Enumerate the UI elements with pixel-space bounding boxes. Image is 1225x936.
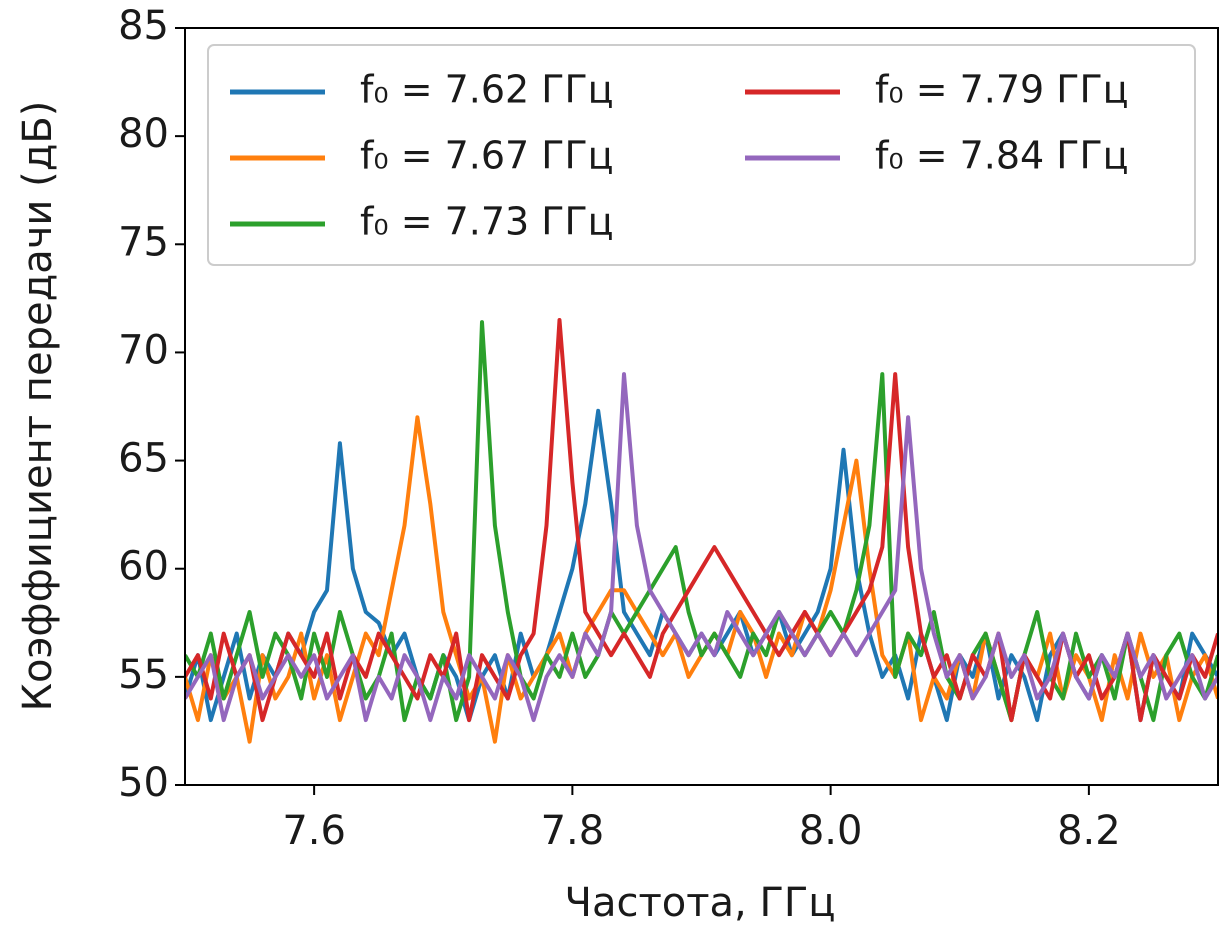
- legend-label: f₀ = 7.73 ГГц: [360, 200, 614, 244]
- y-tick-label: 85: [118, 3, 169, 49]
- legend-label: f₀ = 7.84 ГГц: [875, 134, 1129, 178]
- x-tick-label: 7.6: [282, 808, 346, 854]
- x-tick-label: 8.2: [1057, 808, 1121, 854]
- x-tick-label: 8.0: [799, 808, 863, 854]
- y-tick-label: 55: [118, 652, 169, 698]
- x-axis-label: Частота, ГГц: [565, 880, 836, 926]
- plot-area: [185, 318, 1218, 744]
- legend-label: f₀ = 7.62 ГГц: [360, 68, 614, 112]
- y-tick-label: 50: [118, 760, 169, 806]
- y-tick-label: 75: [118, 219, 169, 265]
- axes-frame: [184, 27, 1219, 786]
- series-line: [185, 372, 1218, 723]
- series-line: [185, 318, 1218, 723]
- y-tick-label: 65: [118, 436, 169, 482]
- x-tick-label: 7.8: [541, 808, 605, 854]
- legend-box: [207, 44, 1196, 266]
- y-tick-label: 60: [118, 544, 169, 590]
- y-tick-label: 80: [118, 111, 169, 157]
- legend: f₀ = 7.62 ГГц f₀ = 7.67 ГГц f₀ = 7.73 ГГц f…: [207, 44, 1196, 266]
- legend-label: f₀ = 7.79 ГГц: [875, 68, 1129, 112]
- series-line: [185, 320, 1218, 723]
- y-tick-label: 70: [118, 327, 169, 373]
- legend-label: f₀ = 7.67 ГГц: [360, 134, 614, 178]
- y-axis-label: Коэффициент передачи (дБ): [15, 101, 61, 712]
